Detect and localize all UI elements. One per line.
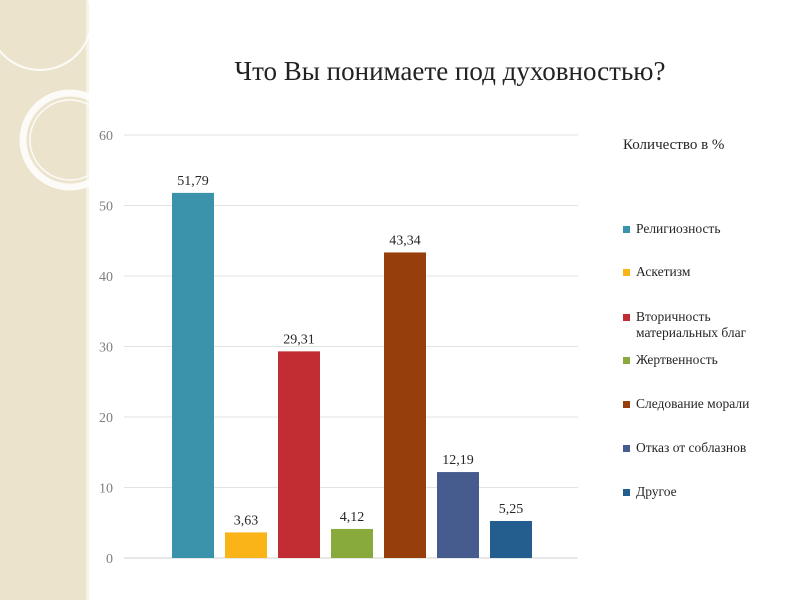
legend-label: Жертвенность — [636, 352, 718, 367]
legend-label: Отказ от соблазнов — [636, 440, 747, 455]
value-label: 29,31 — [283, 332, 315, 347]
legend-item: Религиозность — [623, 221, 786, 237]
legend-swatch — [623, 357, 630, 364]
legend-item: Жертвенность — [623, 352, 786, 368]
legend-swatch — [623, 401, 630, 408]
y-tick-label: 50 — [99, 200, 113, 215]
legend-label: Следование морали — [636, 396, 750, 411]
legend-label: Аскетизм — [636, 264, 691, 279]
bar — [278, 351, 320, 558]
bar — [490, 520, 532, 558]
legend: Религиозность Аскетизм Вторичность материа… — [623, 0, 793, 600]
legend-item: Другое — [623, 484, 786, 500]
legend-item: Отказ от соблазнов — [623, 440, 786, 456]
bar — [225, 532, 267, 558]
legend-item: Следование морали — [623, 396, 786, 412]
bar — [331, 528, 373, 558]
y-axis: 0 10 20 30 40 50 60 — [99, 129, 113, 567]
legend-swatch — [623, 226, 630, 233]
legend-item: Аскетизм — [623, 264, 786, 280]
legend-swatch — [623, 314, 630, 321]
bar — [172, 192, 214, 558]
value-labels: 51,79 3,63 29,31 4,12 43,34 12,19 5,25 — [177, 174, 523, 529]
bar — [384, 252, 426, 558]
y-tick-label: 0 — [106, 552, 113, 567]
y-tick-label: 10 — [99, 482, 113, 497]
y-tick-label: 30 — [99, 341, 113, 356]
chart-title: Что Вы понимаете под духовностью? — [234, 56, 666, 86]
value-label: 12,19 — [442, 453, 474, 468]
bar — [437, 472, 479, 558]
value-label: 3,63 — [234, 513, 259, 528]
value-label: 43,34 — [389, 233, 421, 248]
y-tick-label: 40 — [99, 270, 113, 285]
legend-label: Другое — [636, 484, 677, 499]
y-tick-label: 20 — [99, 411, 113, 426]
legend-label: Вторичность материальных благ — [636, 309, 747, 340]
value-label: 5,25 — [499, 502, 524, 517]
y-tick-label: 60 — [99, 129, 113, 144]
legend-swatch — [623, 489, 630, 496]
legend-label: Религиозность — [636, 221, 721, 236]
value-label: 4,12 — [340, 510, 365, 525]
legend-swatch — [623, 445, 630, 452]
value-label: 51,79 — [177, 174, 209, 189]
legend-swatch — [623, 269, 630, 276]
legend-item: Вторичность материальных благ — [623, 309, 786, 341]
bars — [172, 192, 532, 558]
legend-title: Количество в % — [623, 137, 725, 153]
